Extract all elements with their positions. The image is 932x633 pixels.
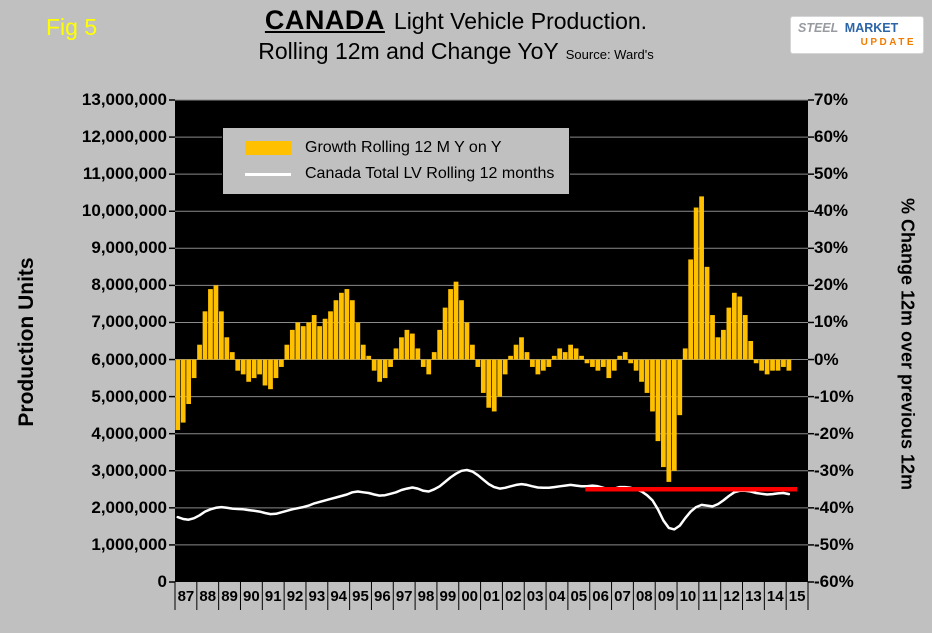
right-tick-label: -40%: [814, 497, 854, 517]
x-axis-year-label: 03: [526, 588, 544, 605]
x-axis-year-label: 10: [679, 588, 697, 605]
x-axis-year-label: 08: [635, 588, 653, 605]
left-tick-label: 13,000,000: [81, 90, 167, 109]
x-axis-year-label: 93: [308, 588, 326, 605]
left-tick-label: 6,000,000: [91, 349, 167, 369]
left-tick-label: 8,000,000: [91, 275, 167, 295]
title-source: Source: Ward's: [565, 47, 654, 62]
x-axis-year-label: 01: [483, 588, 500, 605]
right-tick-label: 70%: [814, 90, 849, 109]
x-axis-year-label: 89: [221, 588, 238, 605]
left-tick-label: 7,000,000: [91, 312, 167, 332]
x-axis-year-label: 98: [417, 588, 435, 605]
left-tick-label: 3,000,000: [91, 460, 167, 480]
right-tick-label: -20%: [814, 423, 854, 443]
x-axis-year-label: 13: [745, 588, 762, 605]
right-tick-label: 0%: [814, 349, 839, 369]
legend-bar-swatch: [245, 140, 291, 155]
left-tick-label: 2,000,000: [91, 497, 167, 517]
left-tick-label: 4,000,000: [91, 423, 167, 443]
logo-update-text: UPDATE: [860, 37, 916, 48]
right-tick-label: -30%: [814, 460, 854, 480]
logo-market-text: MARKET: [844, 21, 899, 35]
title-main: Light Vehicle Production.: [393, 8, 648, 34]
right-tick-label: 50%: [814, 164, 849, 184]
x-axis-year-label: 15: [788, 588, 806, 605]
right-tick-label: 20%: [814, 275, 849, 295]
x-axis-year-label: 02: [504, 588, 522, 605]
right-axis-title: % Change 12m over previous 12m: [897, 197, 918, 491]
x-axis-year-label: 05: [570, 588, 588, 605]
smu-logo: STEEL MARKET UPDATE: [790, 16, 924, 54]
legend-line-swatch: [245, 172, 291, 176]
left-tick-label: 0: [157, 572, 167, 591]
right-tick-label: -10%: [814, 386, 854, 406]
chart-title: CANADA Light Vehicle Production. Rolling …: [120, 6, 792, 69]
x-axis-year-label: 04: [548, 588, 566, 605]
x-axis-year-label: 99: [439, 588, 457, 605]
legend-item-line: Canada Total LV Rolling 12 months: [223, 165, 569, 183]
left-tick-label: 5,000,000: [91, 386, 167, 406]
left-tick-label: 1,000,000: [91, 534, 167, 554]
legend-label-line: Canada Total LV Rolling 12 months: [305, 165, 555, 183]
right-tick-label: -60%: [814, 572, 854, 591]
right-tick-label: 40%: [814, 201, 849, 221]
x-axis-year-label: 11: [701, 588, 718, 605]
x-axis-year-label: 96: [374, 588, 391, 605]
x-axis-year-label: 92: [286, 588, 304, 605]
x-axis-year-label: 00: [461, 588, 478, 605]
legend-label-growth: Growth Rolling 12 M Y on Y: [305, 138, 502, 156]
left-tick-label: 12,000,000: [81, 127, 167, 147]
left-tick-label: 10,000,000: [81, 201, 167, 221]
x-axis-year-label: 88: [199, 588, 217, 605]
legend-item-growth: Growth Rolling 12 M Y on Y: [223, 139, 569, 157]
x-axis-year-label: 97: [395, 588, 413, 605]
fig-label: Fig 5: [46, 14, 98, 40]
x-axis-year-label: 06: [592, 588, 609, 605]
x-axis-year-label: 07: [614, 588, 631, 605]
right-tick-label: 10%: [814, 312, 849, 332]
right-tick-label: 30%: [814, 238, 849, 258]
right-tick-label: 60%: [814, 127, 849, 147]
right-tick-label: -50%: [814, 534, 854, 554]
x-axis-year-label: 90: [243, 588, 260, 605]
left-tick-label: 9,000,000: [91, 238, 167, 258]
x-axis-year-label: 12: [723, 588, 740, 605]
x-axis-year-label: 87: [177, 588, 195, 605]
logo-steel-text: STEEL: [798, 21, 839, 35]
x-axis-year-label: 09: [657, 588, 675, 605]
title-line2: Rolling 12m and Change YoY: [258, 38, 559, 64]
x-axis-year-label: 91: [264, 588, 282, 605]
chart-legend: Growth Rolling 12 M Y on Y Canada Total …: [222, 127, 570, 195]
left-tick-label: 11,000,000: [82, 164, 167, 184]
title-country: CANADA: [264, 5, 385, 35]
x-axis-year-label: 14: [766, 588, 784, 605]
x-axis-year-label: 94: [330, 588, 348, 605]
x-axis-year-label: 95: [352, 588, 369, 605]
